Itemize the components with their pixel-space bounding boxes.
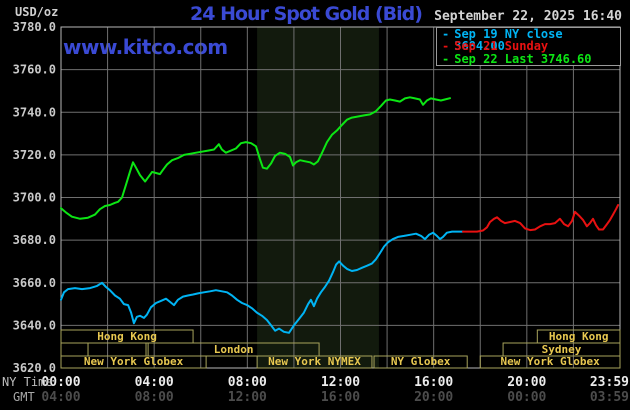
x-tick-ny-time: 04:00 — [135, 375, 174, 390]
session-box — [147, 342, 320, 357]
y-tick-label: 3740.0 — [13, 105, 56, 119]
ny-time-axis-label: NY Time — [2, 375, 53, 389]
x-tick-ny-time: 12:00 — [321, 375, 360, 390]
x-tick-gmt: 08:00 — [135, 390, 174, 405]
session-label: London — [214, 343, 254, 356]
x-tick-gmt: 12:00 — [228, 390, 267, 405]
session-box — [60, 355, 207, 369]
session-label: NY Globex — [391, 355, 451, 368]
series-sep21-line — [462, 204, 620, 233]
y-axis-unit-label: USD/oz — [15, 5, 59, 19]
y-tick-label: 3780.0 — [13, 20, 56, 34]
y-tick-label: 3700.0 — [13, 191, 56, 205]
session-label: Hong Kong — [549, 330, 609, 343]
x-tick-ny-time: 20:00 — [507, 375, 546, 390]
x-tick-ny-time: 16:00 — [414, 375, 453, 390]
session-box — [479, 355, 621, 369]
session-box — [373, 355, 468, 369]
chart-datetime-label: September 22, 2025 16:40 — [434, 9, 622, 24]
chart-legend: - Sep 19 NY close 3684.00 - Sep 21 Sunda… — [436, 27, 621, 66]
y-tick-label: 3620.0 — [13, 361, 56, 375]
y-tick-label: 3680.0 — [13, 233, 56, 247]
session-label: New York Globex — [500, 355, 600, 368]
x-tick-ny-time: 08:00 — [228, 375, 267, 390]
page-title: 24 Hour Spot Gold (Bid) — [190, 3, 423, 25]
x-tick-ny-time: 00:00 — [41, 375, 80, 390]
y-tick-label: 3720.0 — [13, 148, 56, 162]
legend-item-sep22: - Sep 22 Last 3746.60 — [442, 51, 620, 66]
x-tick-gmt: 00:00 — [507, 390, 546, 405]
series-sep19-line — [60, 230, 464, 334]
gmt-axis-label: GMT — [13, 390, 35, 404]
legend-label: Sep 21 Sunday — [454, 39, 549, 54]
series-sep22-line — [60, 96, 451, 220]
session-label: Sydney — [542, 343, 582, 356]
x-tick-gmt: 16:00 — [321, 390, 360, 405]
series-key-dash-icon: - — [442, 39, 450, 54]
series-key-dash-icon: - — [442, 51, 450, 66]
legend-item-sep19: - Sep 19 NY close 3684.00 — [442, 27, 620, 54]
legend-item-sep21: - Sep 21 Sunday — [442, 39, 620, 54]
x-tick-gmt: 20:00 — [414, 390, 453, 405]
y-tick-label: 3660.0 — [13, 276, 56, 290]
x-tick-gmt: 03:59 — [590, 390, 629, 405]
x-tick-gmt: 04:00 — [41, 390, 80, 405]
session-label: New York Globex — [84, 355, 184, 368]
y-tick-label: 3760.0 — [13, 63, 56, 77]
series-key-dash-icon: - — [442, 27, 450, 41]
legend-label: Sep 19 NY close 3684.00 — [454, 27, 563, 54]
session-box — [256, 355, 373, 369]
y-tick-label: 3640.0 — [13, 318, 56, 332]
session-label: New York NYMEX — [268, 355, 361, 368]
session-label: Hong Kong — [97, 330, 157, 343]
legend-label: Sep 22 Last 3746.60 — [454, 51, 592, 66]
x-tick-ny-time: 23:59 — [590, 375, 629, 390]
